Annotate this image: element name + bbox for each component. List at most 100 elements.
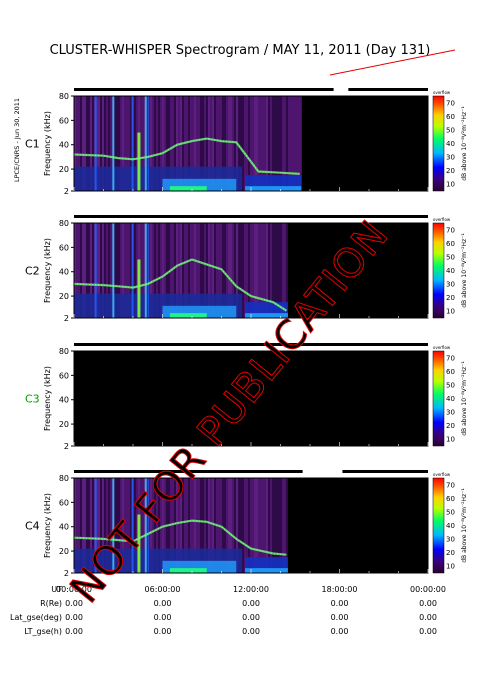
colorbar-tick-label: 20	[446, 167, 455, 175]
colorbar-overflow-label: overflow	[433, 472, 451, 477]
y-tick-label: 2	[64, 569, 69, 578]
y-tick-label: 20	[59, 420, 69, 429]
ephemeris-value: 0.00	[331, 627, 349, 636]
ephemeris-value: 0.00	[419, 613, 437, 622]
colorbar-tick-label: 60	[446, 113, 455, 121]
colorbar-tick-label: 10	[446, 308, 455, 316]
panel-c4: 2 20 40 60 80 Frequency (kHz)C4 overflow 10 20 30…	[25, 470, 468, 578]
colorbar-tick-label: 20	[446, 422, 455, 430]
y-axis-label: Frequency (kHz)	[43, 238, 52, 303]
ephemeris-value: 0.00	[331, 613, 349, 622]
colorbar-tick-label: 10	[446, 436, 455, 444]
x-tick-label: 12:00:00	[233, 585, 269, 594]
colorbar: overflow 10 20 30 40 50 60 70 dB above 10⁻⁸V²m⁻²…	[432, 90, 468, 192]
plasma-line-dots	[73, 520, 287, 556]
colorbar-tick-label: 40	[446, 140, 455, 148]
ephemeris-value: 0.00	[154, 613, 172, 622]
colorbar-tick-label: 60	[446, 240, 455, 248]
y-tick-label: 40	[59, 141, 69, 150]
panel-c1: 2 20 40 60 80 Frequency (kHz)C1 overflow 10 20 30…	[25, 88, 468, 196]
colorbar-tick-label: 50	[446, 253, 455, 261]
y-axis-label: Frequency (kHz)	[43, 366, 52, 431]
colorbar-tick-label: 50	[446, 508, 455, 516]
y-tick-label: 20	[59, 292, 69, 301]
side-note: LPCE/CNRS - Jun 30, 2011	[13, 98, 21, 182]
y-tick-label: 20	[59, 165, 69, 174]
colorbar-tick-label: 70	[446, 481, 455, 489]
colorbar-overflow-label: overflow	[433, 217, 451, 222]
ephemeris-label: R(Re)	[40, 599, 62, 608]
y-tick-label: 2	[64, 442, 69, 451]
colorbar-label: dB above 10⁻⁸V²m⁻²Hz⁻¹	[461, 233, 468, 308]
colorbar-tick-label: 70	[446, 226, 455, 234]
colorbar-tick-label: 10	[446, 563, 455, 571]
x-tick-label: 00:00:00	[56, 585, 92, 594]
y-tick-label: 80	[59, 219, 69, 228]
spacecraft-label: C4	[25, 520, 40, 533]
colorbar-tick-label: 50	[446, 126, 455, 134]
y-tick-label: 2	[64, 187, 69, 196]
ephemeris-value: 0.00	[154, 599, 172, 608]
ephemeris-value: 0.00	[65, 613, 83, 622]
ephemeris-value: 0.00	[154, 627, 172, 636]
plasma-line-dots	[73, 138, 300, 175]
plasma-line-dots	[73, 259, 287, 312]
coverage-bar	[74, 215, 428, 218]
y-tick-label: 60	[59, 243, 69, 252]
spectrogram-data	[74, 223, 288, 318]
y-tick-label: 2	[64, 314, 69, 323]
colorbar-tick-label: 70	[446, 99, 455, 107]
colorbar-tick-label: 40	[446, 395, 455, 403]
chart-title: CLUSTER-WHISPER Spectrogram / MAY 11, 20…	[50, 43, 431, 58]
y-tick-label: 20	[59, 547, 69, 556]
y-tick-label: 40	[59, 396, 69, 405]
colorbar-label: dB above 10⁻⁸V²m⁻²Hz⁻¹	[461, 361, 468, 436]
watermark-line	[329, 49, 456, 76]
colorbar-tick-label: 40	[446, 267, 455, 275]
ephemeris-label: Lat_gse(deg)	[10, 613, 62, 622]
coverage-bar	[74, 470, 428, 473]
ephemeris-value: 0.00	[65, 599, 83, 608]
spectrogram-data	[74, 478, 288, 573]
y-axis-label: Frequency (kHz)	[43, 111, 52, 176]
colorbar-overflow-label: overflow	[433, 90, 451, 95]
x-tick-label: 00:00:00	[410, 585, 446, 594]
spacecraft-label: C2	[25, 265, 40, 278]
colorbar-tick-label: 30	[446, 409, 455, 417]
coverage-bar	[74, 343, 428, 346]
y-tick-label: 80	[59, 92, 69, 101]
ephemeris-value: 0.00	[242, 627, 260, 636]
ephemeris-value: 0.00	[242, 613, 260, 622]
x-tick-label: 06:00:00	[145, 585, 181, 594]
y-tick-label: 60	[59, 498, 69, 507]
colorbar-tick-label: 60	[446, 495, 455, 503]
panel-c2: 2 20 40 60 80 Frequency (kHz)C2 overflow 10 20 30…	[25, 215, 468, 323]
colorbar-tick-label: 40	[446, 522, 455, 530]
colorbar-tick-label: 30	[446, 536, 455, 544]
ephemeris-label: UT	[51, 585, 62, 594]
ephemeris-value: 0.00	[65, 627, 83, 636]
y-axis-label: Frequency (kHz)	[43, 493, 52, 558]
spectrogram-background	[74, 351, 428, 446]
colorbar-tick-label: 30	[446, 281, 455, 289]
colorbar-tick-label: 50	[446, 381, 455, 389]
colorbar-tick-label: 10	[446, 181, 455, 189]
ephemeris-value: 0.00	[331, 599, 349, 608]
ephemeris-value: 0.00	[419, 599, 437, 608]
colorbar-tick-label: 20	[446, 549, 455, 557]
colorbar-tick-label: 60	[446, 368, 455, 376]
colorbar-tick-label: 30	[446, 154, 455, 162]
colorbar: overflow 10 20 30 40 50 60 70 dB above 10⁻⁸V²m⁻²…	[432, 472, 468, 574]
colorbar: overflow 10 20 30 40 50 60 70 dB above 10⁻⁸V²m⁻²…	[432, 217, 468, 319]
y-tick-label: 80	[59, 347, 69, 356]
colorbar: overflow 10 20 30 40 50 60 70 dB above 10⁻⁸V²m⁻²…	[432, 345, 468, 447]
coverage-bar	[74, 88, 428, 91]
y-tick-label: 80	[59, 474, 69, 483]
spacecraft-label: C1	[25, 138, 40, 151]
ephemeris-label: LT_gse(h)	[24, 627, 62, 636]
colorbar-overflow-label: overflow	[433, 345, 451, 350]
y-tick-label: 60	[59, 116, 69, 125]
x-tick-label: 18:00:00	[322, 585, 358, 594]
spectrogram-data	[74, 96, 302, 191]
